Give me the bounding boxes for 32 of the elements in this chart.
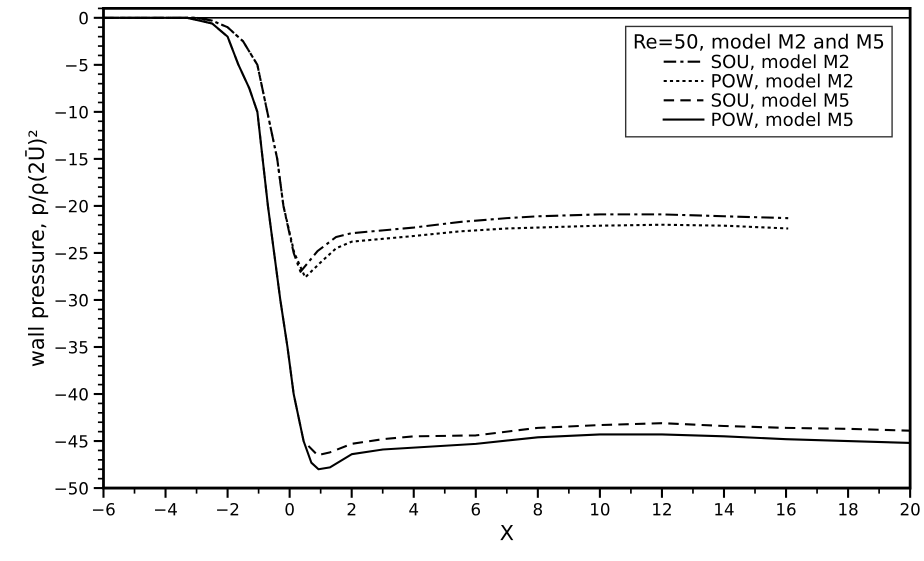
y-tick-label: −10: [55, 106, 88, 118]
y-tick-label: −5: [66, 59, 88, 72]
x-tick-label: 10: [591, 502, 610, 516]
x-tick-label: 16: [777, 502, 796, 516]
y-tick-label: 0: [79, 12, 88, 24]
legend-label: POW, model M2: [712, 74, 852, 90]
y-tick-label: −20: [55, 200, 88, 212]
x-tick-label: 4: [409, 503, 418, 516]
y-tick-label: −45: [55, 435, 88, 448]
x-tick-label: −4: [155, 503, 177, 516]
y-tick-label: −35: [55, 340, 88, 354]
x-tick-label: 8: [534, 502, 542, 516]
legend-label: SOU, model M5: [712, 92, 848, 109]
legend-title: Re=50, model M2 and M5: [634, 34, 884, 51]
x-axis-title: X: [500, 524, 514, 540]
y-tick-label: −40: [55, 388, 88, 401]
x-tick-label: −6: [92, 502, 115, 516]
x-tick-label: 18: [839, 502, 858, 516]
y-axis-title: wall pressure, p/ρ(2Ū)²: [25, 130, 48, 366]
y-tick-label: −50: [55, 482, 88, 495]
y-tick-label: −30: [55, 294, 88, 307]
y-tick-label: −15: [55, 153, 88, 166]
x-tick-label: 0: [285, 502, 294, 516]
x-tick-label: 14: [715, 503, 734, 516]
legend-label: POW, model M5: [712, 112, 853, 128]
x-tick-label: 12: [653, 502, 671, 516]
x-tick-label: 2: [348, 502, 356, 516]
x-tick-label: 6: [472, 502, 480, 516]
x-tick-label: 20: [900, 502, 920, 516]
x-tick-label: −2: [217, 502, 238, 516]
legend-label: SOU, model M2: [712, 54, 848, 70]
y-tick-label: −25: [55, 246, 88, 260]
